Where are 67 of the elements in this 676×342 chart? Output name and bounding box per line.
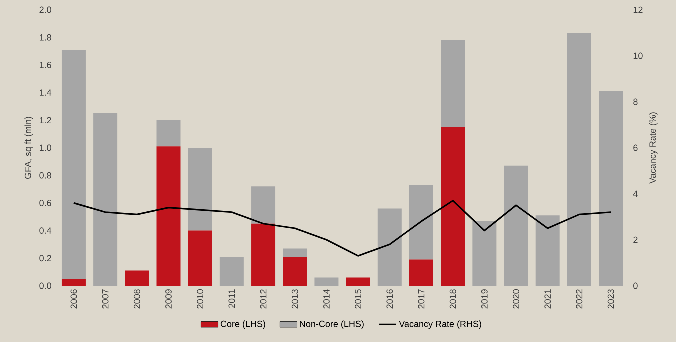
legend-label: Core (LHS) (220, 320, 266, 330)
y2-tick-label: 6 (634, 144, 638, 152)
y-tick-label: 0.8 (40, 172, 52, 179)
bar (252, 186, 276, 224)
bar (156, 146, 181, 286)
y2-axis-title: Vacancy Rate (%) (649, 112, 658, 184)
bar (599, 91, 624, 286)
y-tick-label: 0.6 (40, 200, 52, 206)
bar (62, 279, 86, 286)
bar (567, 33, 592, 286)
bar (536, 216, 560, 286)
bar (252, 224, 276, 286)
bar (441, 127, 466, 286)
x-tick-label: 2017 (418, 290, 425, 309)
bar (409, 260, 434, 286)
y2-tick-label: 2 (634, 236, 638, 244)
y-tick-label: 1.0 (40, 144, 52, 152)
bar (441, 40, 466, 128)
x-tick-label: 2015 (355, 290, 362, 309)
y2-tick-label: 12 (634, 6, 643, 14)
bar (504, 166, 528, 286)
bar (378, 208, 402, 286)
y-tick-label: 1.2 (40, 117, 52, 124)
x-tick-label: 2019 (481, 290, 488, 309)
x-tick-label: 2009 (166, 290, 172, 309)
x-tick-label: 2021 (544, 290, 552, 309)
y-axis-title: GFA, sq ft (mln) (24, 117, 34, 180)
bar (220, 257, 244, 286)
y2-tick-label: 10 (634, 52, 643, 60)
y-tick-label: 0.2 (40, 255, 52, 262)
legend-label: Vacancy Rate (RHS) (399, 320, 482, 330)
x-tick-label: 2010 (197, 290, 204, 309)
y-tick-label: 0.4 (40, 228, 52, 234)
bar (346, 278, 370, 286)
y-tick-label: 2.0 (40, 6, 52, 14)
bar (94, 113, 118, 286)
y2-tick-label: 0 (634, 282, 638, 290)
y-tick-label: 0.0 (40, 282, 52, 290)
bar (62, 50, 86, 280)
x-tick-label: 2022 (576, 290, 583, 309)
y2-tick-label: 4 (633, 190, 638, 198)
x-tick-label: 2007 (102, 290, 109, 309)
bar (188, 148, 212, 231)
y-tick-label: 1.8 (40, 34, 52, 41)
bar (188, 230, 212, 286)
y-tick-label: 1.4 (40, 90, 52, 96)
bar (409, 185, 434, 260)
x-tick-label: 2008 (134, 290, 140, 309)
y-tick-label: 1.6 (40, 62, 52, 68)
x-tick-label: 2011 (228, 290, 236, 308)
bar (314, 278, 339, 286)
x-tick-label: 2014 (324, 289, 330, 309)
x-tick-label: 2016 (386, 290, 394, 309)
bar (125, 270, 150, 286)
x-tick-label: 2013 (292, 290, 298, 309)
bar (283, 257, 308, 286)
x-tick-label: 2023 (608, 290, 614, 309)
bar (283, 248, 308, 258)
bar (472, 221, 497, 286)
legend-label: Non-Core (LHS) (300, 320, 364, 330)
bar (156, 120, 181, 147)
y2-tick-label: 8 (634, 98, 638, 106)
x-tick-label: 2006 (70, 290, 78, 309)
x-tick-label: 2012 (260, 290, 267, 309)
x-tick-label: 2020 (513, 290, 520, 309)
x-tick-label: 2018 (450, 290, 456, 309)
line-series (73, 200, 612, 257)
